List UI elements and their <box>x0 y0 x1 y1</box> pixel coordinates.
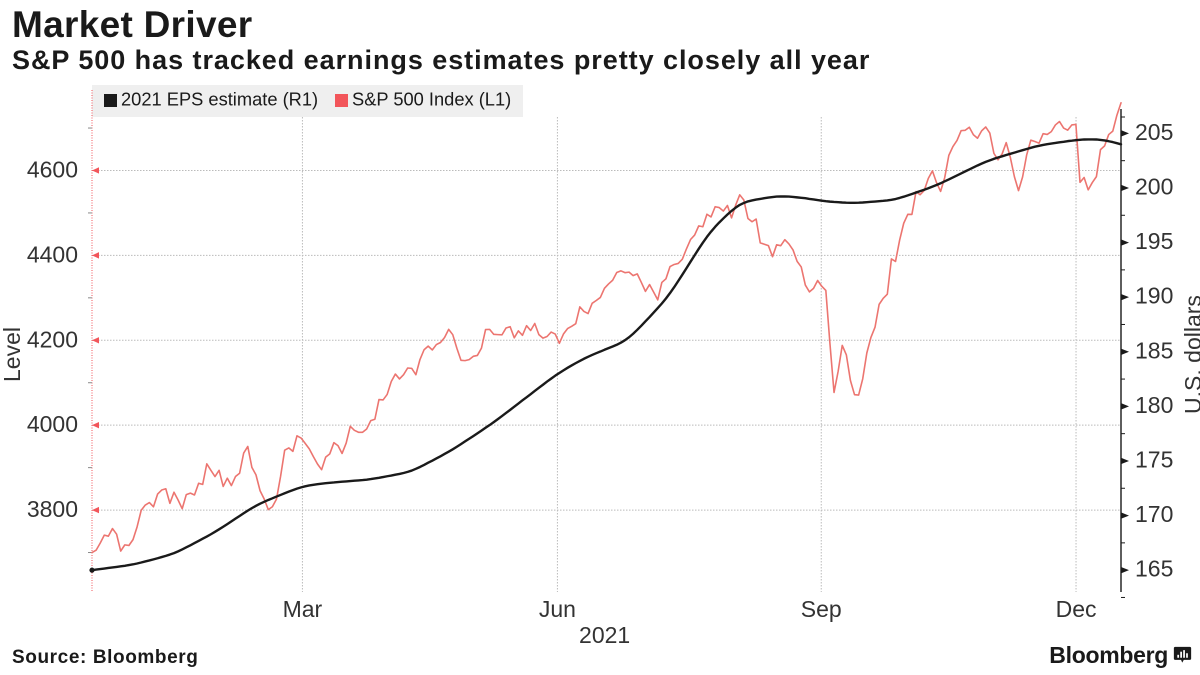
svg-text:Jun: Jun <box>539 596 576 622</box>
svg-text:180: 180 <box>1135 392 1173 418</box>
svg-text:200: 200 <box>1135 173 1173 199</box>
svg-text:190: 190 <box>1135 283 1173 309</box>
svg-text:4400: 4400 <box>27 241 78 267</box>
svg-text:2021: 2021 <box>579 622 630 648</box>
svg-text:Mar: Mar <box>283 596 323 622</box>
svg-text:4000: 4000 <box>27 411 78 437</box>
svg-text:195: 195 <box>1135 228 1173 254</box>
svg-text:Dec: Dec <box>1056 596 1097 622</box>
svg-text:3800: 3800 <box>27 496 78 522</box>
svg-text:4200: 4200 <box>27 326 78 352</box>
svg-text:175: 175 <box>1135 446 1173 472</box>
svg-text:Sep: Sep <box>801 596 842 622</box>
svg-text:205: 205 <box>1135 119 1173 145</box>
svg-text:170: 170 <box>1135 501 1173 527</box>
svg-text:U.S. dollars: U.S. dollars <box>1180 295 1200 414</box>
svg-text:185: 185 <box>1135 337 1173 363</box>
svg-text:Level: Level <box>0 327 25 382</box>
svg-text:165: 165 <box>1135 556 1173 582</box>
svg-text:4600: 4600 <box>27 156 78 182</box>
svg-text:2021 EPS estimate (R1): 2021 EPS estimate (R1) <box>121 89 318 110</box>
svg-text:S&P 500 Index (L1): S&P 500 Index (L1) <box>352 89 511 110</box>
